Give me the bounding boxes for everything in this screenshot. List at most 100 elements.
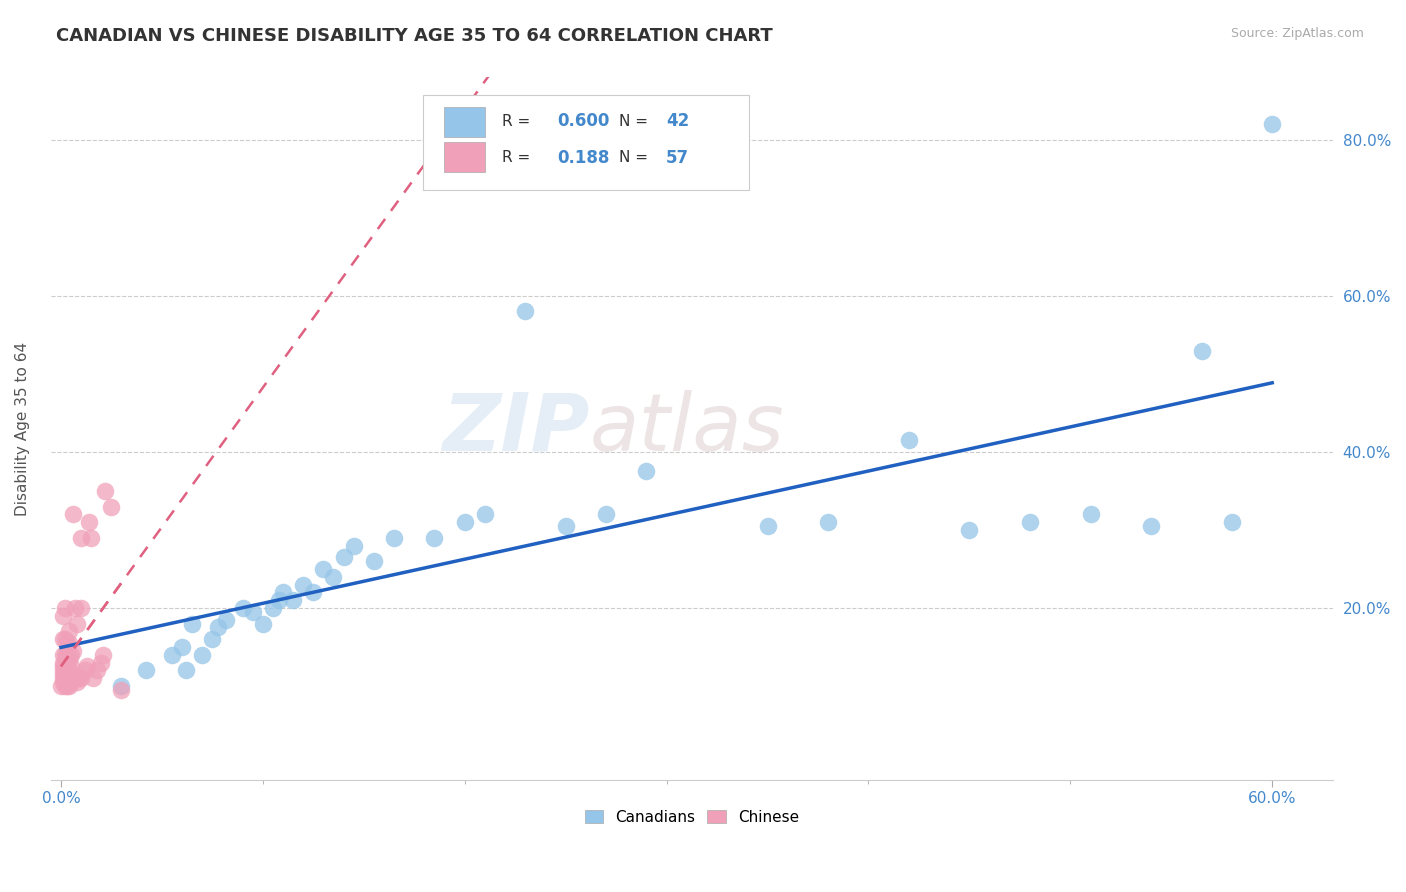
Point [56,671,79,685]
Point [91,648,114,662]
Point [281,593,304,607]
Point [135,664,157,678]
Point [76,659,98,673]
FancyBboxPatch shape [423,95,749,190]
Point [382,531,405,545]
Point [343,539,366,553]
Point [62,671,84,685]
Point [756,519,779,533]
Point [897,434,920,448]
Text: ZIP: ZIP [441,390,589,467]
Point [62,508,84,522]
Point [53,675,76,690]
Point [66,675,89,690]
Point [63,671,86,685]
Point [67,671,90,685]
Point [232,601,254,615]
Point [60,659,83,673]
Text: 42: 42 [666,112,689,130]
Point [110,679,132,693]
Point [49,679,72,693]
Point [271,585,294,599]
Point [53,659,76,673]
Point [1220,515,1243,529]
Text: 0.188: 0.188 [557,149,610,167]
Point [817,515,839,529]
Point [53,601,76,615]
Point [636,465,658,479]
Point [53,667,76,681]
Point [267,593,290,607]
Text: R =: R = [502,114,536,128]
Point [215,613,238,627]
Point [207,620,229,634]
Bar [444,107,485,136]
Point [52,671,75,685]
Point [86,664,108,678]
Text: R =: R = [502,151,540,165]
Point [332,550,354,565]
Point [312,562,335,576]
Point [58,664,80,678]
Text: CANADIAN VS CHINESE DISABILITY AGE 35 TO 64 CORRELATION CHART: CANADIAN VS CHINESE DISABILITY AGE 35 TO… [56,27,773,45]
Point [70,671,93,685]
Point [242,605,264,619]
Point [52,664,75,678]
Text: 0.600: 0.600 [557,112,610,130]
Point [58,679,80,693]
Point [82,671,104,685]
Point [191,648,214,662]
Y-axis label: Disability Age 35 to 64: Disability Age 35 to 64 [15,342,30,516]
Point [52,608,75,623]
Point [75,664,97,678]
Point [52,632,75,647]
Point [474,508,496,522]
Point [56,664,79,678]
Point [52,656,75,670]
Point [1019,515,1042,529]
Point [554,519,576,533]
Point [174,664,197,678]
Point [60,648,83,662]
Text: atlas: atlas [589,390,785,467]
Point [56,679,79,693]
Point [80,531,103,545]
Point [423,531,446,545]
Point [1261,117,1284,131]
Point [170,640,193,654]
Point [53,679,76,693]
Point [363,554,385,568]
Point [56,656,79,670]
Point [77,515,100,529]
Point [52,667,75,681]
Point [58,651,80,665]
Point [63,601,86,615]
Point [957,523,980,537]
Point [322,570,344,584]
Point [515,304,537,318]
Point [262,601,284,615]
Point [1080,508,1102,522]
Point [62,644,84,658]
Point [53,632,76,647]
Point [595,508,617,522]
Point [56,648,79,662]
Text: Source: ZipAtlas.com: Source: ZipAtlas.com [1230,27,1364,40]
Point [53,664,76,678]
Point [60,667,83,681]
Point [90,656,112,670]
Point [56,636,79,650]
Point [181,616,204,631]
Point [1140,519,1163,533]
Point [1191,343,1213,358]
Point [160,648,183,662]
Point [70,531,93,545]
Point [94,483,117,498]
Text: 57: 57 [666,149,689,167]
Text: N =: N = [619,114,652,128]
Point [60,675,83,690]
Bar [444,143,485,172]
Text: N =: N = [619,151,652,165]
Point [52,675,75,690]
Point [58,671,80,685]
